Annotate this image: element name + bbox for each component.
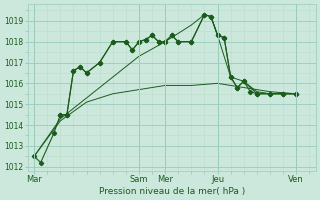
X-axis label: Pression niveau de la mer( hPa ): Pression niveau de la mer( hPa ) — [99, 187, 245, 196]
